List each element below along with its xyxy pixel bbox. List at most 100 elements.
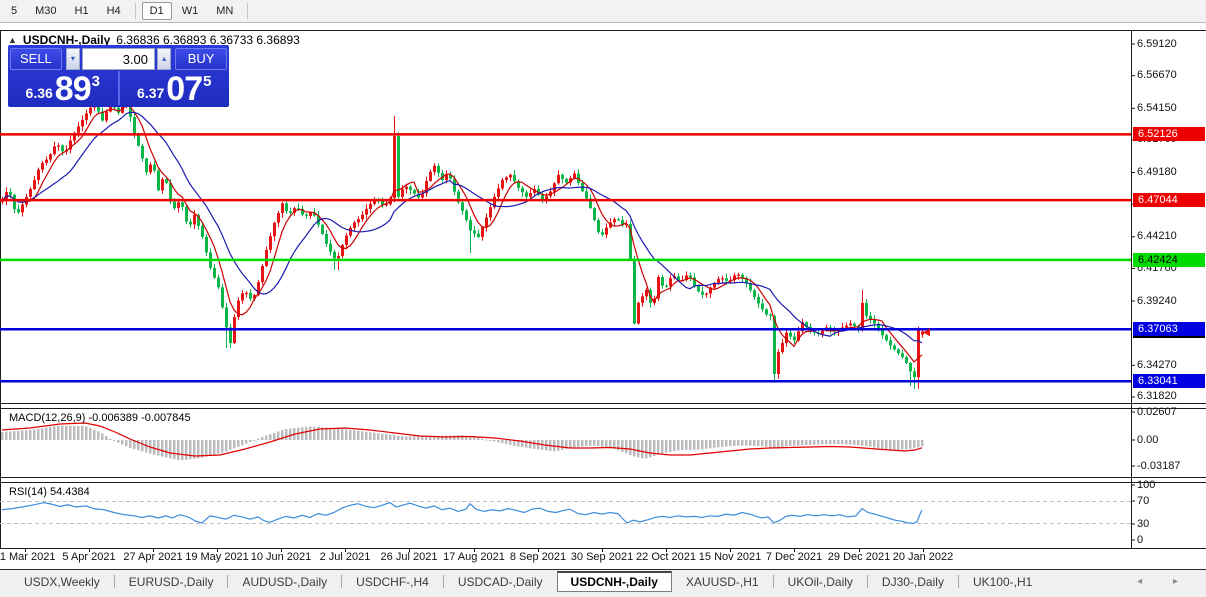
symbol-period-label: USDCNH-,Daily [22,33,111,47]
date-axis-label[interactable]: 2 Jul 2021 [319,551,371,563]
date-axis-label[interactable]: 22 Oct 2021 [636,551,696,563]
price-axis-tick: 6.59120 [1137,37,1177,50]
macd-axis-tick: 0.02607 [1137,405,1177,418]
timeframe-button-h1[interactable]: H1 [74,5,89,17]
chart-title: ▲ USDCNH-,Daily 6.36836 6.36893 6.36733 … [8,33,300,47]
tab-separator [113,575,115,588]
chart-tab-uk100-h1[interactable]: UK100-,H1 [972,574,1033,589]
chart-tab-bar: USDX,Weekly EURUSD-,Daily AUDUSD-,Daily USD… [0,569,1206,593]
tab-separator [772,575,774,588]
volume-increase-button[interactable]: ▴ [157,48,172,70]
hline-price-label: 6.52126 [1133,127,1205,142]
chart-tab-xauusd-h1[interactable]: XAUUSD-,H1 [685,574,759,589]
date-axis-label[interactable]: 20 Jan 2022 [892,551,954,563]
rsi-axis-tick: 30 [1137,517,1150,530]
rsi-axis-tick: 70 [1137,494,1150,507]
chart-tab-audusd-daily[interactable]: AUDUSD-,Daily [242,574,328,589]
bid-ask-display: 6.36 89 3 6.37 07 5 [8,70,230,108]
price-axis-tick: 6.49180 [1137,166,1177,179]
timeframe-button-d1[interactable]: D1 [141,2,172,20]
volume-input[interactable] [82,48,155,70]
toolbar-separator [247,3,249,19]
date-axis-label[interactable]: 27 Apr 2021 [123,551,183,563]
rsi-line [1,501,923,525]
date-axis-label[interactable]: 15 Nov 2021 [698,551,762,563]
price-axis-tick: 6.31820 [1137,390,1177,403]
chart-tab-usdx-weekly[interactable]: USDX,Weekly [24,574,100,589]
horizontal-lines[interactable] [0,133,1131,383]
price-axis-tick: 6.44210 [1137,230,1177,243]
macd-indicator-label: MACD(12,26,9) -0.006389 -0.007845 [9,412,191,424]
price-axis-tick: 6.34270 [1137,358,1177,371]
tab-separator [442,575,444,588]
tab-scroll-arrows[interactable]: ◂ ▸ [1137,576,1192,587]
tab-separator [957,575,959,588]
macd-axis-tick: 0.00 [1137,433,1159,446]
rsi-value: 54.4384 [49,486,90,498]
ask-price[interactable]: 6.37 07 5 [120,70,230,108]
chart-tab-ukoil-daily[interactable]: UKOil-,Daily [787,574,853,589]
one-click-trade-panel: SELL ▾ ▴ BUY 6.36 89 3 6.37 07 5 [8,45,229,107]
date-axis-label[interactable]: 7 Dec 2021 [765,551,823,563]
rsi-axis-tick: 0 [1137,533,1144,546]
chart-tab-usdcnh-daily[interactable]: USDCNH-,Daily [556,571,672,592]
chart-tab-usdchf-h4[interactable]: USDCHF-,H4 [356,574,429,589]
chart-tab-eurusd-daily[interactable]: EURUSD-,Daily [128,574,214,589]
date-axis-label[interactable]: 10 Jun 2021 [250,551,312,563]
ohlc-quote-values: 6.36836 6.36893 6.36733 6.36893 [116,33,300,47]
timeframe-button-w1[interactable]: W1 [181,5,199,17]
timeframe-button-5[interactable]: 5 [11,5,18,17]
price-axis-tick: 6.54150 [1137,101,1177,114]
macd-signal-value: -0.007845 [141,412,191,424]
date-axis-label[interactable]: 29 Dec 2021 [827,551,891,563]
panel-collapse-icon[interactable]: ▲ [8,35,17,45]
chart-tab-dj30-daily[interactable]: DJ30-,Daily [881,574,944,589]
macd-signal-line [1,422,923,457]
ask-price-pip-digit: 5 [203,73,212,90]
current-price-arrow-icon [923,328,930,337]
ask-price-prefix: 6.37 [137,85,165,101]
rsi-level-lines [0,501,1131,524]
ma-slow-line [1,111,923,344]
price-axis-tick: 6.56670 [1137,69,1177,82]
volume-decrease-button[interactable]: ▾ [65,48,80,70]
sell-button[interactable]: SELL [10,48,62,70]
date-axis-label[interactable]: 26 Jul 2021 [380,551,438,563]
timeframe-button-h4[interactable]: H4 [106,5,121,17]
chart-tab-usdcad-daily[interactable]: USDCAD-,Daily [457,574,543,589]
date-axis-label[interactable]: 30 Sep 2021 [570,551,634,563]
date-axis-label[interactable]: 19 May 2021 [185,551,249,563]
rsi-axis-tick: 100 [1137,478,1156,491]
rsi-indicator-label: RSI(14) 54.4384 [9,486,90,498]
macd-main-value: -0.006389 [88,412,139,424]
bid-price[interactable]: 6.36 89 3 [8,70,120,108]
date-axis-label[interactable]: 11 Mar 2021 [0,551,56,563]
timeframe-toolbar: 5 M30 H1 H4 D1 W1 MN [0,0,1206,23]
bid-price-pip-digit: 3 [91,73,100,90]
timeframe-button-mn[interactable]: MN [216,5,234,17]
tab-separator [341,575,343,588]
trade-buttons-row: SELL ▾ ▴ BUY [8,45,229,71]
date-axis-label[interactable]: 8 Sep 2021 [509,551,567,563]
date-axis-label[interactable]: 17 Aug 2021 [443,551,505,563]
tab-separator [866,575,868,588]
date-axis-label[interactable]: 5 Apr 2021 [62,551,116,563]
hline-price-label: 6.37063 [1133,322,1205,337]
window-bottom-strip [0,593,1206,597]
macd-axis-tick: -0.03187 [1137,459,1181,472]
candlesticks [1,86,924,389]
ask-price-big-digits: 07 [166,70,203,108]
hline-price-label: 6.33041 [1133,374,1205,389]
ma-fast-line [1,104,923,363]
macd-histogram [1,425,924,461]
bid-price-prefix: 6.36 [25,85,53,101]
price-axis-tick: 6.39240 [1137,294,1177,307]
bid-price-big-digits: 89 [54,70,92,108]
toolbar-separator [134,3,136,19]
buy-button[interactable]: BUY [175,48,227,70]
timeframe-button-m30[interactable]: M30 [35,5,57,17]
tab-separator [227,575,229,588]
hline-price-label: 6.42424 [1133,252,1205,267]
